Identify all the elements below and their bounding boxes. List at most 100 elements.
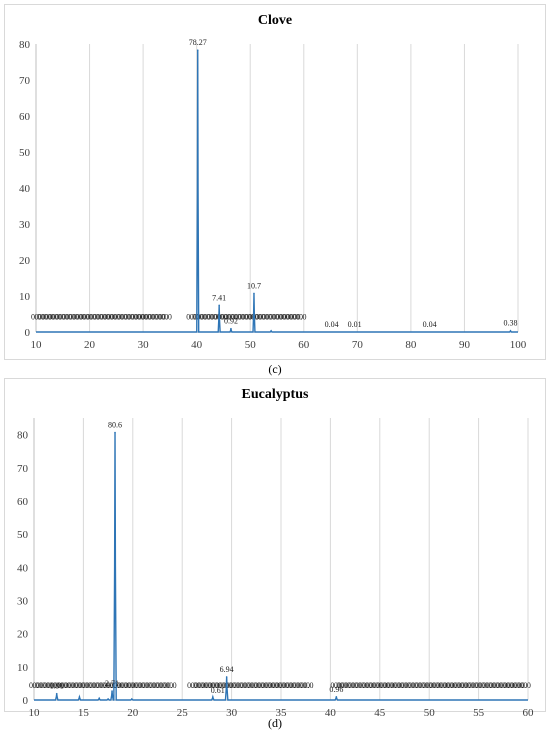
crowded-data-label: 0.0 bbox=[52, 313, 62, 322]
crowded-data-label: 0.0 bbox=[96, 681, 106, 690]
crowded-data-label: 0.0 bbox=[482, 681, 492, 690]
crowded-data-label: 0.0 bbox=[355, 681, 365, 690]
crowded-data-label: 0.0 bbox=[261, 681, 271, 690]
data-label: 0.04 bbox=[423, 320, 437, 329]
x-tick-label: 40 bbox=[191, 339, 203, 351]
crowded-data-label: 0.0 bbox=[279, 681, 289, 690]
crowded-data-label: 0.0 bbox=[229, 681, 239, 690]
crowded-data-label: 0.0 bbox=[36, 681, 46, 690]
crowded-data-label: 0.0 bbox=[55, 313, 65, 322]
crowded-data-label: 0.0 bbox=[162, 313, 172, 322]
crowded-data-label: 0.0 bbox=[426, 681, 436, 690]
crowded-data-label: 0.0 bbox=[226, 681, 236, 690]
crowded-data-label: 0.0 bbox=[207, 313, 217, 322]
crowded-data-label: 0.0 bbox=[43, 681, 53, 690]
crowded-data-label: 0.0 bbox=[443, 681, 453, 690]
y-tick-label: 20 bbox=[19, 255, 31, 267]
data-label: 78.27 bbox=[189, 38, 207, 47]
crowded-data-label: 0.0 bbox=[373, 681, 383, 690]
crowded-data-label: 0.0 bbox=[296, 681, 306, 690]
crowded-data-label: 0.0 bbox=[153, 681, 163, 690]
crowded-data-label: 0.0 bbox=[380, 681, 390, 690]
x-tick-labels: 10 20 30 40 50 60 70 80 90 100 bbox=[31, 339, 527, 351]
crowded-data-label: 0.0 bbox=[33, 681, 43, 690]
data-labels: 1.91 2.71 80.6 0.61 6.94 0.96 bbox=[50, 421, 344, 695]
crowded-data-label: 0.0 bbox=[233, 681, 243, 690]
crowded-data-label: 0.0 bbox=[493, 681, 503, 690]
crowded-data-label: 0.0 bbox=[45, 313, 55, 322]
chart-panel-eucalyptus: Eucalyptus bbox=[4, 378, 546, 712]
crowded-data-label: 0.0 bbox=[404, 681, 414, 690]
crowded-data-label: 0.0 bbox=[289, 681, 299, 690]
crowded-data-label: 0.0 bbox=[90, 313, 100, 322]
y-tick-label: 60 bbox=[19, 111, 31, 123]
peak-point bbox=[270, 330, 272, 332]
crowded-data-label: 0.0 bbox=[415, 681, 425, 690]
y-tick-label: 70 bbox=[17, 463, 29, 475]
crowded-data-label: 0.0 bbox=[89, 681, 99, 690]
crowded-data-label: 0.0 bbox=[397, 681, 407, 690]
crowded-data-label: 0.0 bbox=[468, 681, 478, 690]
crowded-data-label: 0.0 bbox=[241, 313, 251, 322]
x-tick-label: 90 bbox=[459, 339, 471, 351]
peak-point bbox=[114, 431, 116, 434]
crowded-data-label: 0.0 bbox=[352, 681, 362, 690]
crowded-data-label: 0.0 bbox=[369, 681, 379, 690]
y-tick-label: 50 bbox=[17, 529, 29, 541]
crowded-data-label: 0.0 bbox=[422, 681, 432, 690]
crowded-data-label: 0.0 bbox=[293, 313, 303, 322]
crowded-data-label: 0.0 bbox=[127, 313, 137, 322]
crowded-data-label: 0.0 bbox=[114, 681, 124, 690]
data-label: 0.04 bbox=[325, 320, 339, 329]
crowded-data-label: 0.0 bbox=[152, 313, 162, 322]
crowded-data-label: 0.0 bbox=[344, 681, 354, 690]
crowded-data-label: 0.0 bbox=[212, 681, 222, 690]
x-tick-label: 25 bbox=[177, 707, 189, 719]
crowded-data-label: 0.0 bbox=[362, 681, 372, 690]
y-tick-label: 70 bbox=[19, 75, 31, 87]
crowded-data-label: 0.0 bbox=[210, 313, 220, 322]
x-tick-label: 60 bbox=[523, 707, 535, 719]
crowded-data-label: 0.0 bbox=[282, 681, 292, 690]
crowded-data-label: 0.0 bbox=[290, 313, 300, 322]
crowded-data-label: 0.0 bbox=[69, 313, 79, 322]
data-label: 1.91 bbox=[50, 682, 64, 691]
crowded-data-label: 0.0 bbox=[471, 681, 481, 690]
peak-point bbox=[212, 696, 214, 698]
x-tick-label: 35 bbox=[276, 707, 288, 719]
crowded-data-label: 0.0 bbox=[208, 681, 218, 690]
chart-panel-clove: Clove bbox=[4, 4, 546, 360]
peak-point bbox=[107, 698, 109, 700]
crowded-data-label: 0.0 bbox=[79, 313, 89, 322]
crowded-data-label: 0.0 bbox=[245, 313, 255, 322]
crowded-data-label: 0.0 bbox=[276, 313, 286, 322]
crowded-data-label: 0.0 bbox=[131, 313, 141, 322]
gridlines bbox=[82, 418, 529, 700]
y-tick-label: 30 bbox=[17, 595, 29, 607]
crowded-data-label: 0.0 bbox=[141, 313, 151, 322]
x-tick-label: 100 bbox=[510, 339, 527, 351]
crowded-data-label: 0.0 bbox=[93, 313, 103, 322]
crowded-data-label: 0.0 bbox=[163, 681, 173, 690]
crowded-data-label: 0.0 bbox=[121, 681, 131, 690]
crowded-data-label: 0.0 bbox=[103, 681, 113, 690]
chart-title-eucalyptus: Eucalyptus bbox=[241, 387, 309, 402]
crowded-data-label: 0.0 bbox=[68, 681, 78, 690]
crowded-data-label: 0.0 bbox=[100, 313, 110, 322]
x-tick-label: 15 bbox=[78, 707, 90, 719]
crowded-data-label: 0.0 bbox=[510, 681, 520, 690]
crowded-data-label: 0.0 bbox=[440, 681, 450, 690]
crowded-data-label: 0.0 bbox=[348, 681, 358, 690]
crowded-data-label: 0.0 bbox=[194, 681, 204, 690]
crowded-data-label: 0.0 bbox=[205, 681, 215, 690]
peak-points bbox=[55, 431, 338, 700]
crowded-data-label: 0.0 bbox=[447, 681, 457, 690]
x-tick-labels: 10 15 20 25 30 35 40 45 50 55 60 bbox=[29, 707, 535, 719]
y-tick-label: 40 bbox=[17, 562, 29, 574]
data-labels: 78.27 7.41 0.92 10.7 0.04 0.01 0.04 0.38 bbox=[189, 38, 518, 329]
crowded-data-label: 0.0 bbox=[247, 681, 257, 690]
crowded-data-label: 0.0 bbox=[62, 313, 72, 322]
crowded-data-label: 0.0 bbox=[269, 313, 279, 322]
crowded-data-label: 0.0 bbox=[450, 681, 460, 690]
crowded-data-label: 0.0 bbox=[283, 313, 293, 322]
